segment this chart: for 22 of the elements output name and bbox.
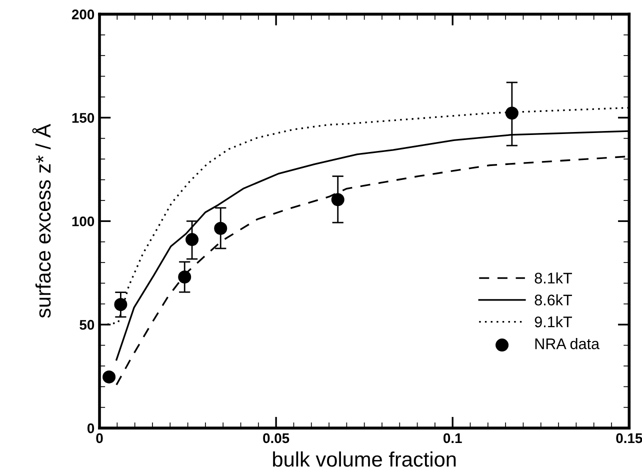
y-tick-label: 0: [87, 423, 94, 434]
x-tick-label: 0: [96, 433, 103, 444]
x-tick-label: 0.05: [263, 433, 290, 444]
y-tick-label: 200: [72, 10, 94, 20]
y-axis-title: surface excess z* / Å: [32, 124, 51, 318]
point: [186, 233, 199, 246]
y-tick-label: 100: [72, 216, 94, 226]
x-tick-label: 0.1: [444, 433, 462, 444]
point: [505, 106, 518, 120]
y-tick-label: 150: [72, 112, 94, 123]
x-tick-label: 0.15: [616, 433, 642, 444]
y-tick-label: 50: [80, 320, 94, 330]
point: [214, 222, 228, 235]
point: [178, 270, 192, 284]
point: [331, 193, 344, 206]
point: [102, 370, 116, 384]
point: [114, 298, 128, 312]
legend-label: 9.1kT: [534, 316, 572, 328]
x-axis-title: bulk volume fraction: [273, 451, 456, 467]
legend-label: 8.1kT: [534, 272, 572, 284]
legend-label: 8.6kT: [534, 294, 572, 306]
legend-label: NRA data: [535, 338, 600, 350]
